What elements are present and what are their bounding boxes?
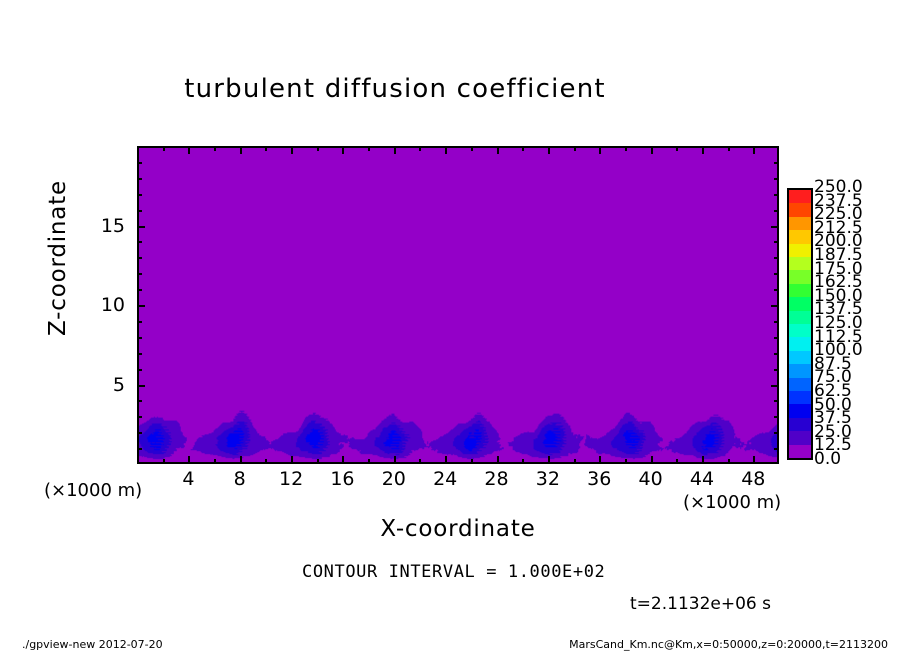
colorbar-tick-label: 150.0 — [814, 285, 863, 306]
colorbar-band — [789, 417, 811, 432]
colorbar-band — [789, 230, 811, 244]
colorbar-tick-label: 250.0 — [814, 177, 863, 197]
x-tick-label: 36 — [587, 468, 612, 490]
x-tick-label: 28 — [484, 468, 509, 490]
colorbar-tick-label: 212.5 — [814, 217, 863, 238]
colorbar-band — [789, 444, 811, 458]
colorbar-tick-label: 125.0 — [814, 313, 863, 333]
colorbar-band — [789, 203, 811, 217]
x-axis-unit-left: (×1000 m) — [44, 480, 143, 501]
colorbar-tick-label: 62.5 — [814, 381, 852, 401]
colorbar-tick-label: 75.0 — [814, 367, 852, 388]
colorbar-band — [789, 431, 811, 445]
colorbar-tick-label: 175.0 — [814, 258, 863, 279]
colorbar-band — [789, 364, 811, 378]
colorbar-tick-label: 0.0 — [814, 449, 842, 469]
colorbar-tick-label: 100.0 — [814, 340, 863, 361]
contour-interval-annotation: CONTOUR INTERVAL = 1.000E+02 — [302, 562, 606, 582]
plot-area — [137, 146, 779, 464]
x-tick-label: 40 — [638, 468, 663, 490]
colorbar-band — [789, 310, 811, 324]
colorbar-band — [789, 323, 811, 338]
colorbar-tick-label: 12.5 — [814, 435, 852, 456]
colorbar-tick-labels: 250.0 237.5 225.0 212.5 200.0 187.5 175.0 162.5… — [814, 177, 900, 473]
colorbar-tick-label: 37.5 — [814, 408, 852, 429]
colorbar-tick-label: 50.0 — [814, 394, 852, 415]
x-tick-label: 4 — [182, 468, 195, 490]
x-tick-label: 8 — [233, 468, 246, 490]
colorbar-tick-label: 25.0 — [814, 421, 852, 442]
colorbar-band — [789, 350, 811, 365]
x-tick-label: 48 — [741, 468, 766, 490]
y-axis-title: Z-coordinate — [45, 180, 71, 336]
colorbar-band — [789, 297, 811, 311]
colorbar-band — [789, 189, 811, 204]
colorbar-band — [789, 216, 811, 231]
colorbar-band — [789, 270, 811, 284]
x-tick-label: 32 — [535, 468, 560, 490]
x-tick-label: 20 — [381, 468, 406, 490]
page-title: turbulent diffusion coefficient — [184, 74, 606, 104]
x-tick-label: 24 — [433, 468, 458, 490]
colorbar-tick-label: 162.5 — [814, 272, 863, 293]
x-tick-label: 44 — [689, 468, 715, 490]
colorbar-tick-label: 187.5 — [814, 245, 863, 265]
colorbar-band — [789, 283, 811, 298]
x-axis-unit-right: (×1000 m) — [683, 492, 782, 513]
colorbar-tick-label: 112.5 — [814, 326, 863, 347]
heatmap-field — [139, 148, 777, 462]
colorbar-band — [789, 243, 811, 257]
y-tick-label: 10 — [100, 294, 125, 316]
footer-command-text: ./gpview-new 2012-07-20 — [22, 638, 163, 651]
colorbar-tick-label: 200.0 — [814, 231, 863, 252]
colorbar-tick-label: 237.5 — [814, 190, 863, 211]
time-annotation: t=2.1132e+06 s — [630, 594, 771, 614]
colorbar-band — [789, 404, 811, 418]
x-tick-label: 16 — [330, 468, 355, 490]
y-tick-label: 5 — [112, 373, 125, 396]
x-axis-title: X-coordinate — [380, 516, 536, 542]
colorbar-band — [789, 337, 811, 351]
colorbar — [787, 188, 813, 460]
colorbar-band — [789, 390, 811, 405]
y-tick-label: 15 — [100, 214, 125, 237]
colorbar-band — [789, 377, 811, 391]
colorbar-tick-label: 225.0 — [814, 204, 863, 225]
colorbar-tick-label: 87.5 — [814, 353, 852, 374]
colorbar-tick-label: 137.5 — [814, 299, 863, 320]
footer-source-text: MarsCand_Km.nc@Km,x=0:50000,z=0:20000,t=… — [569, 638, 888, 651]
x-tick-label: 12 — [278, 468, 304, 490]
colorbar-band — [789, 256, 811, 271]
